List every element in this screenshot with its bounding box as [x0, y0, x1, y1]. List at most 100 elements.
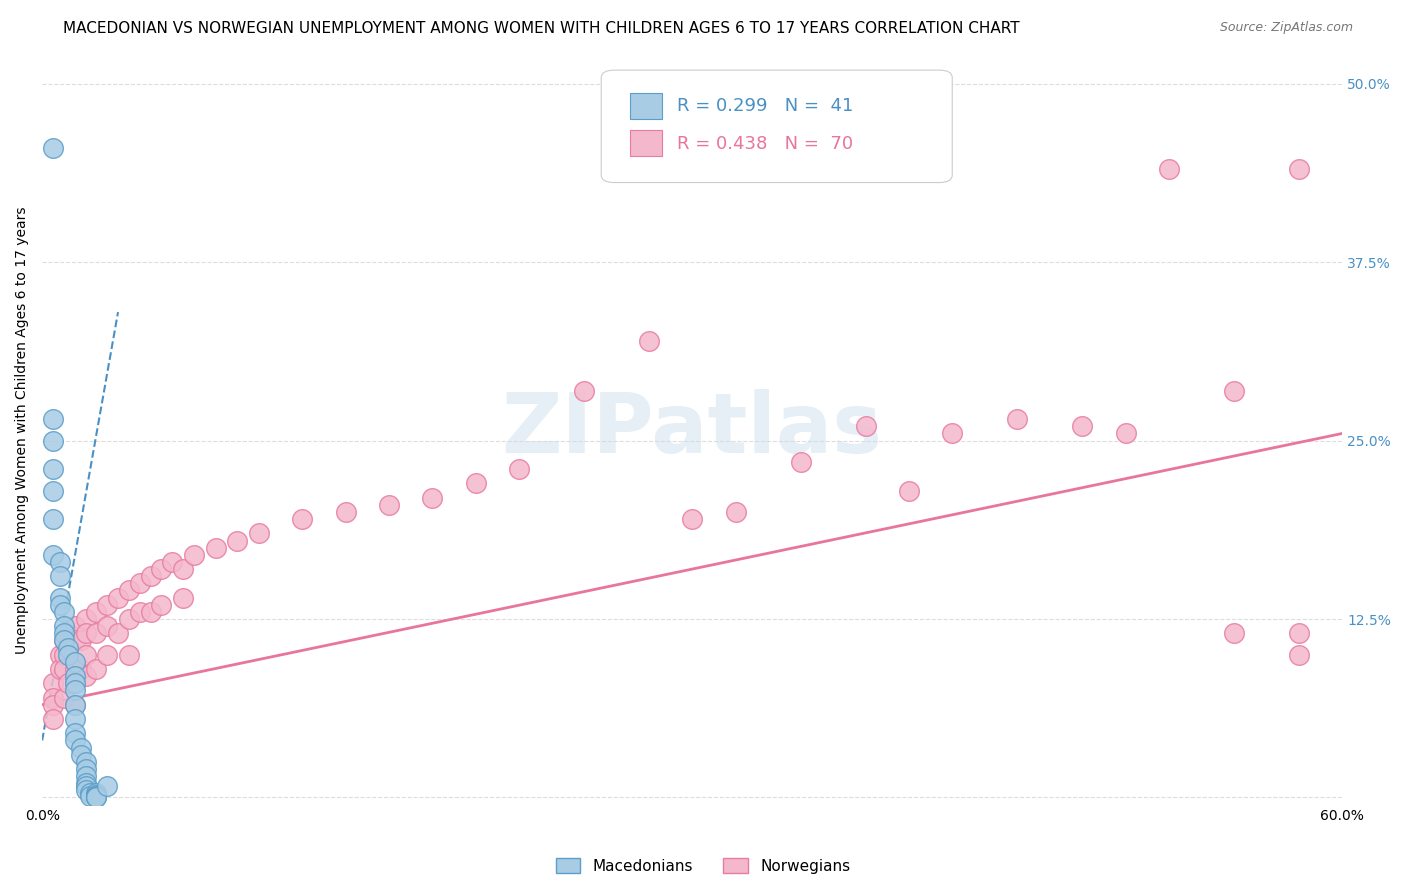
Point — [42, 483, 65, 498]
Point — [79, 789, 101, 803]
Point — [86, 790, 108, 805]
Point — [48, 598, 70, 612]
Text: R = 0.299   N =  41: R = 0.299 N = 41 — [676, 97, 853, 115]
Point — [70, 747, 93, 762]
Point — [58, 648, 80, 662]
Point — [96, 598, 118, 612]
Point — [48, 662, 70, 676]
Point — [1007, 412, 1029, 426]
Point — [107, 591, 129, 605]
Point — [63, 698, 86, 712]
Point — [52, 648, 75, 662]
Point — [75, 648, 97, 662]
Point — [941, 426, 963, 441]
Point — [42, 548, 65, 562]
Point — [86, 662, 108, 676]
Point — [42, 462, 65, 476]
Point — [118, 612, 141, 626]
Point — [52, 633, 75, 648]
Point — [1071, 419, 1094, 434]
Point — [1288, 162, 1310, 177]
Text: ZIPatlas: ZIPatlas — [502, 390, 883, 470]
Point — [42, 141, 65, 155]
Point — [63, 662, 86, 676]
Point — [86, 626, 108, 640]
Bar — [630, 93, 662, 119]
Point — [75, 783, 97, 797]
Point — [572, 384, 595, 398]
Bar — [630, 130, 662, 156]
Point — [75, 776, 97, 790]
Point — [789, 455, 811, 469]
Point — [86, 786, 108, 800]
Point — [63, 633, 86, 648]
Point — [139, 605, 162, 619]
Point — [86, 789, 108, 803]
Point — [75, 612, 97, 626]
Point — [150, 562, 173, 576]
Point — [1223, 384, 1246, 398]
Y-axis label: Unemployment Among Women with Children Ages 6 to 17 years: Unemployment Among Women with Children A… — [15, 206, 30, 654]
Point — [139, 569, 162, 583]
Point — [52, 633, 75, 648]
Point — [75, 779, 97, 793]
Point — [70, 662, 93, 676]
Point — [335, 505, 357, 519]
Point — [58, 640, 80, 655]
Point — [291, 512, 314, 526]
Point — [42, 512, 65, 526]
Point — [172, 562, 194, 576]
Point — [96, 648, 118, 662]
Point — [63, 619, 86, 633]
Point — [63, 698, 86, 712]
Point — [52, 626, 75, 640]
Point — [86, 605, 108, 619]
Point — [150, 598, 173, 612]
Point — [855, 419, 877, 434]
Point — [58, 676, 80, 690]
Point — [681, 512, 703, 526]
Point — [508, 462, 530, 476]
Point — [58, 626, 80, 640]
Point — [42, 712, 65, 726]
Point — [118, 583, 141, 598]
Point — [96, 619, 118, 633]
Point — [63, 669, 86, 683]
Point — [1288, 648, 1310, 662]
Point — [42, 434, 65, 448]
Point — [183, 548, 205, 562]
Point — [63, 683, 86, 698]
Point — [86, 788, 108, 802]
Point — [63, 676, 86, 690]
Point — [420, 491, 443, 505]
Point — [79, 786, 101, 800]
Point — [204, 541, 226, 555]
Point — [75, 755, 97, 769]
Point — [48, 648, 70, 662]
Point — [48, 591, 70, 605]
Point — [70, 740, 93, 755]
Point — [378, 498, 401, 512]
FancyBboxPatch shape — [602, 70, 952, 183]
Point — [48, 555, 70, 569]
Text: Source: ZipAtlas.com: Source: ZipAtlas.com — [1219, 21, 1353, 34]
Point — [96, 779, 118, 793]
Point — [42, 676, 65, 690]
Point — [160, 555, 183, 569]
Legend: Macedonians, Norwegians: Macedonians, Norwegians — [550, 852, 856, 880]
Point — [75, 626, 97, 640]
Point — [1223, 626, 1246, 640]
Point — [42, 690, 65, 705]
Point — [75, 762, 97, 776]
Point — [75, 769, 97, 783]
Point — [86, 790, 108, 805]
Point — [52, 619, 75, 633]
Point — [75, 669, 97, 683]
Point — [107, 626, 129, 640]
Point — [70, 633, 93, 648]
Point — [1288, 626, 1310, 640]
Point — [638, 334, 661, 348]
Point — [1115, 426, 1137, 441]
Point — [52, 690, 75, 705]
Text: R = 0.438   N =  70: R = 0.438 N = 70 — [676, 135, 853, 153]
